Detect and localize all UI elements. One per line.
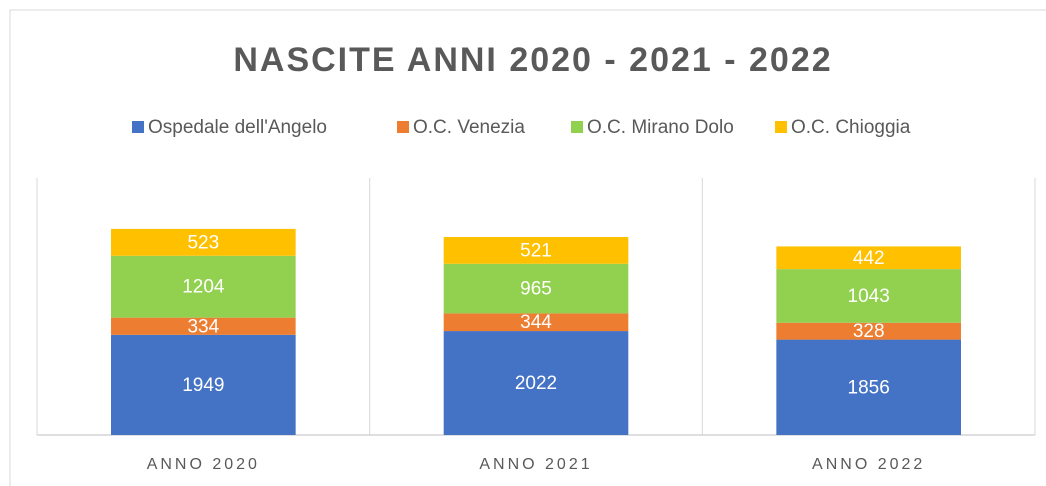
bar-segment bbox=[776, 269, 961, 323]
bar-segment bbox=[443, 331, 629, 435]
bar-segment bbox=[776, 339, 961, 435]
bar-segment bbox=[776, 246, 961, 270]
data-label: 1856 bbox=[848, 377, 890, 398]
legend-label: O.C. Venezia bbox=[413, 117, 525, 138]
legend-label: O.C. Chioggia bbox=[791, 117, 911, 138]
bar-segment bbox=[443, 263, 629, 314]
data-label: 334 bbox=[187, 316, 219, 337]
data-label: 521 bbox=[520, 240, 552, 261]
data-label: 442 bbox=[853, 248, 885, 269]
data-label: 523 bbox=[187, 232, 219, 253]
bar-segment bbox=[776, 322, 961, 340]
bar-segment bbox=[111, 317, 296, 335]
bar-segment bbox=[443, 237, 629, 264]
legend-swatch bbox=[132, 121, 144, 133]
x-tick-label: ANNO 2022 bbox=[812, 456, 925, 473]
bar-segment bbox=[111, 255, 296, 318]
bar-segment bbox=[443, 313, 629, 332]
legend-label: Ospedale dell'Angelo bbox=[148, 117, 327, 138]
data-label: 1204 bbox=[182, 277, 225, 298]
legend-label: O.C. Mirano Dolo bbox=[587, 117, 734, 138]
data-label: 1043 bbox=[848, 286, 890, 307]
legend-swatch bbox=[571, 121, 583, 133]
bar-segment bbox=[111, 334, 296, 435]
data-label: 1949 bbox=[182, 375, 224, 396]
legend-swatch bbox=[775, 121, 787, 133]
legend-swatch bbox=[397, 121, 409, 133]
data-label: 328 bbox=[853, 321, 885, 342]
x-tick-label: ANNO 2020 bbox=[147, 456, 260, 473]
x-tick-label: ANNO 2021 bbox=[479, 456, 592, 473]
data-label: 965 bbox=[520, 279, 552, 300]
chart-title: NASCITE ANNI 2020 - 2021 - 2022 bbox=[233, 41, 832, 79]
data-label: 344 bbox=[520, 312, 552, 333]
data-label: 2022 bbox=[515, 373, 557, 394]
bar-segment bbox=[111, 228, 296, 256]
